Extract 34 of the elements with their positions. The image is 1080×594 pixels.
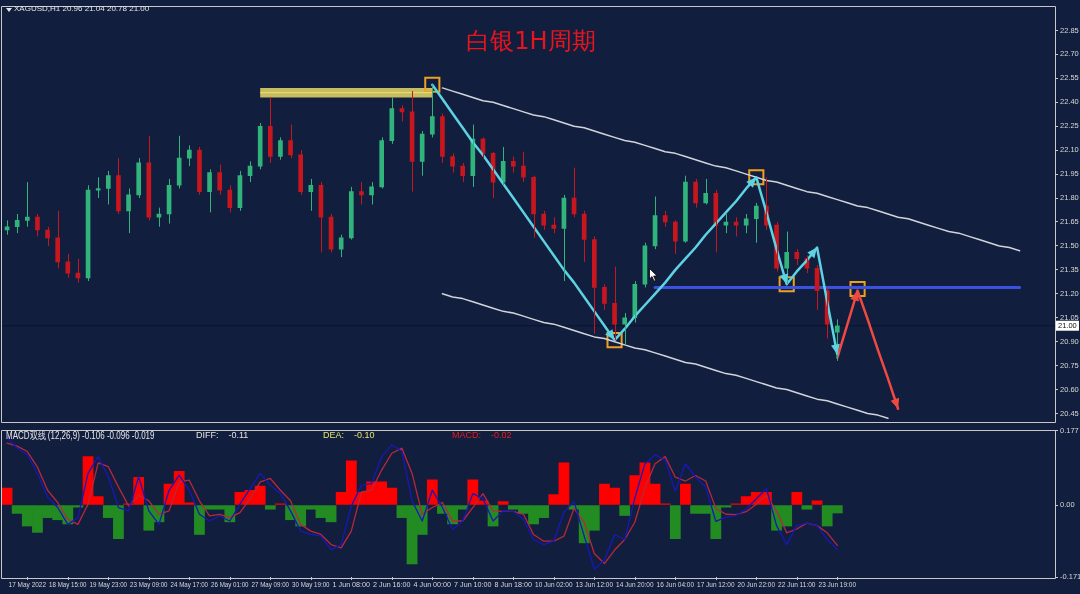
bar xyxy=(680,483,691,505)
x-tick-label: 10 Jun 02:00 xyxy=(535,579,573,590)
annotation: DIFF: -0.11 xyxy=(196,430,249,441)
chart-title: MACD双线 (12,26,9) -0.106 -0.096 -0.019 xyxy=(6,430,155,441)
x-tick-label: 13 Jun 12:00 xyxy=(575,579,614,590)
x-tick-label: 17 Jun 12:00 xyxy=(697,579,735,590)
x-tick-label: 20 Jun 22:00 xyxy=(737,579,776,590)
bar xyxy=(669,505,681,540)
bar xyxy=(811,500,823,505)
annotation: DEA: -0.10 xyxy=(323,430,375,441)
x-tick-label: 2 Jun 16:00 xyxy=(373,579,411,590)
text: 白银1H周期 xyxy=(466,27,596,55)
bar xyxy=(264,505,276,510)
bar xyxy=(801,505,813,510)
x-tick-label: 23 Jun 19:00 xyxy=(818,579,857,590)
bar xyxy=(497,501,509,505)
bar xyxy=(619,505,631,516)
x-tick-label: 16 Jun 04:00 xyxy=(656,579,695,590)
x-tick-label: 22 Jun 11:00 xyxy=(778,579,816,590)
point xyxy=(606,332,623,349)
x-tick-label: 7 Jun 10:00 xyxy=(454,579,492,590)
annotation: MACD: -0.02 xyxy=(452,430,512,441)
bar xyxy=(791,492,803,505)
x-tick-label: 14 Jun 20:00 xyxy=(616,579,654,590)
point xyxy=(424,76,441,93)
x-tick-label: 4 Jun 00:00 xyxy=(413,579,452,590)
point xyxy=(748,169,765,186)
bar xyxy=(2,487,13,505)
point xyxy=(849,280,866,298)
candlestick xyxy=(743,213,749,234)
x-tick-label: 8 Jun 18:00 xyxy=(494,579,533,590)
point xyxy=(778,276,795,293)
x-tick-label: 1 Jun 08:00 xyxy=(332,579,371,590)
x-tick-label: 17 May 2022 xyxy=(8,579,47,590)
